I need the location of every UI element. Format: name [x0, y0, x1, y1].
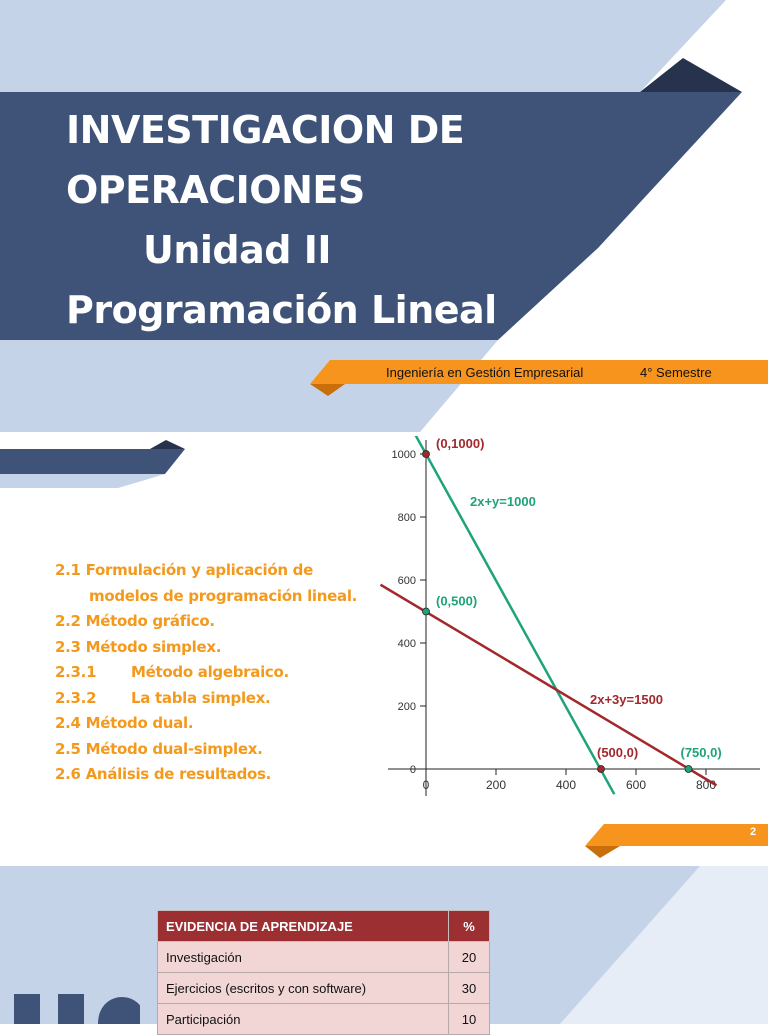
point-label: (0,1000)	[436, 436, 484, 451]
title-line-4: Programación Lineal	[66, 288, 497, 332]
header-evidence: EVIDENCIA DE APRENDIZAJE	[157, 910, 449, 942]
table-row: Ejercicios (escritos y con software) 30	[157, 972, 490, 1004]
left-light-strip	[0, 474, 165, 488]
semester-label: 4° Semestre	[640, 365, 712, 380]
x-tick-label: 200	[486, 778, 506, 792]
topic-item: 2.6 Análisis de resultados.	[55, 765, 272, 783]
row-evidence: Investigación	[157, 941, 449, 973]
row-percent: 10	[448, 1003, 490, 1035]
topic-item: 2.5 Método dual-simplex.	[55, 739, 263, 758]
topic-item: 2.4 Método dual.	[55, 714, 194, 732]
table-row: Investigación 20	[157, 941, 490, 973]
corner-accent	[640, 58, 742, 92]
series-line-1	[414, 436, 616, 795]
top-light-blue-band	[0, 0, 726, 92]
row-evidence: Ejercicios (escritos y con software)	[157, 972, 449, 1004]
x-tick-label: 600	[626, 778, 646, 792]
header-percent: %	[448, 910, 490, 942]
point-marker	[597, 765, 605, 773]
series-label-2: 2x+3y=1500	[590, 692, 663, 707]
subtitle-bar	[310, 360, 768, 384]
bottom-white-wedge	[560, 866, 768, 1024]
row-percent: 20	[448, 941, 490, 973]
slide-title: INVESTIGACION DE OPERACIONES Unidad II P…	[66, 100, 546, 340]
title-line-2: OPERACIONES	[66, 168, 365, 212]
y-tick-label: 0	[410, 764, 416, 776]
topic-item: 2.3 Método simplex.	[55, 637, 222, 656]
topic-item: 2.3.2 La tabla simplex.	[55, 688, 271, 707]
evidence-table: EVIDENCIA DE APRENDIZAJE % Investigación…	[157, 910, 490, 1035]
row-percent: 30	[448, 972, 490, 1004]
topic-item: modelos de programación lineal.	[89, 586, 358, 605]
topic-item: 2.3.1 Método algebraico.	[55, 663, 289, 681]
point-label: (500,0)	[597, 745, 638, 760]
subtitle-bar-shadow	[310, 384, 345, 396]
title-banner	[0, 92, 742, 340]
point-marker	[422, 450, 430, 458]
x-tick-label: 0	[423, 778, 430, 792]
y-tick-label: 600	[398, 575, 416, 587]
left-navy-strip	[0, 449, 185, 474]
topic-list: 2.1 Formulación y aplicación de modelos …	[55, 558, 357, 788]
decorative-letters	[14, 994, 140, 1024]
series-line-2	[380, 583, 718, 787]
x-tick-label: 400	[556, 778, 576, 792]
page-number-bar-shadow	[585, 846, 620, 858]
y-tick-label: 1000	[392, 449, 416, 461]
page-number-bar	[585, 824, 768, 846]
y-tick-label: 400	[398, 638, 416, 650]
point-label: (0,500)	[436, 594, 477, 609]
title-line-1: INVESTIGACION DE	[66, 108, 465, 152]
series-label-1: 2x+y=1000	[470, 494, 536, 509]
topic-item: 2.2 Método gráfico.	[55, 612, 215, 630]
table-row: Participación 10	[157, 1003, 490, 1035]
title-line-3: Unidad II	[143, 228, 332, 272]
point-marker	[422, 607, 430, 616]
page-number: 2	[750, 826, 757, 838]
left-strip-accent	[150, 440, 185, 449]
y-tick-label: 200	[398, 701, 416, 713]
mid-light-blue-band	[0, 340, 498, 432]
table-header-row: EVIDENCIA DE APRENDIZAJE %	[157, 910, 490, 942]
row-evidence: Participación	[157, 1003, 449, 1035]
point-label: (750,0)	[681, 745, 722, 760]
topic-item: 2.1 Formulación y aplicación de	[55, 561, 313, 579]
y-tick-label: 800	[398, 512, 416, 524]
point-marker	[684, 765, 693, 773]
career-label: Ingeniería en Gestión Empresarial	[386, 365, 584, 380]
